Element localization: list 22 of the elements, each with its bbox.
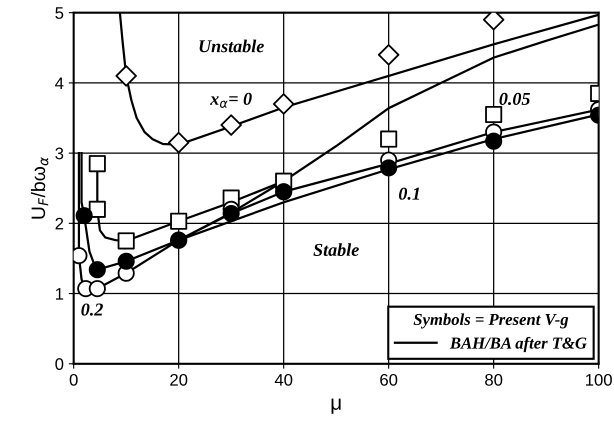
y-tick-label: 4 <box>55 77 64 89</box>
y-tick-label: 0 <box>55 358 64 370</box>
annotation: 0.2 <box>81 303 103 316</box>
annotation: Stable <box>313 243 359 256</box>
x-tick-label: 0 <box>70 374 78 386</box>
x-tick-label: 100 <box>586 374 612 386</box>
annotation: x$_{α}$= 0 <box>210 92 252 108</box>
y-tick-label: 2 <box>56 218 64 230</box>
legend-title: Symbols = Present V-g <box>414 313 568 328</box>
x-tick-label: 60 <box>380 374 398 386</box>
x-tick-label: 80 <box>485 374 502 386</box>
annotation: Unstable <box>200 40 264 52</box>
x-tick-label: 20 <box>170 374 188 386</box>
y-axis-title: U$_{F}$/bω$_{α}$ <box>30 157 48 219</box>
x-tick-label: 40 <box>274 374 292 386</box>
annotation: 0.05 <box>499 92 530 106</box>
y-tick-label: 5 <box>55 7 64 19</box>
legend-label: BAH/BA after T&G <box>450 336 587 352</box>
y-tick-label: 1 <box>56 288 64 300</box>
y-tick-label: 3 <box>55 148 64 160</box>
x-axis-title: μ <box>332 398 341 414</box>
annotation: 0.1 <box>399 188 420 200</box>
